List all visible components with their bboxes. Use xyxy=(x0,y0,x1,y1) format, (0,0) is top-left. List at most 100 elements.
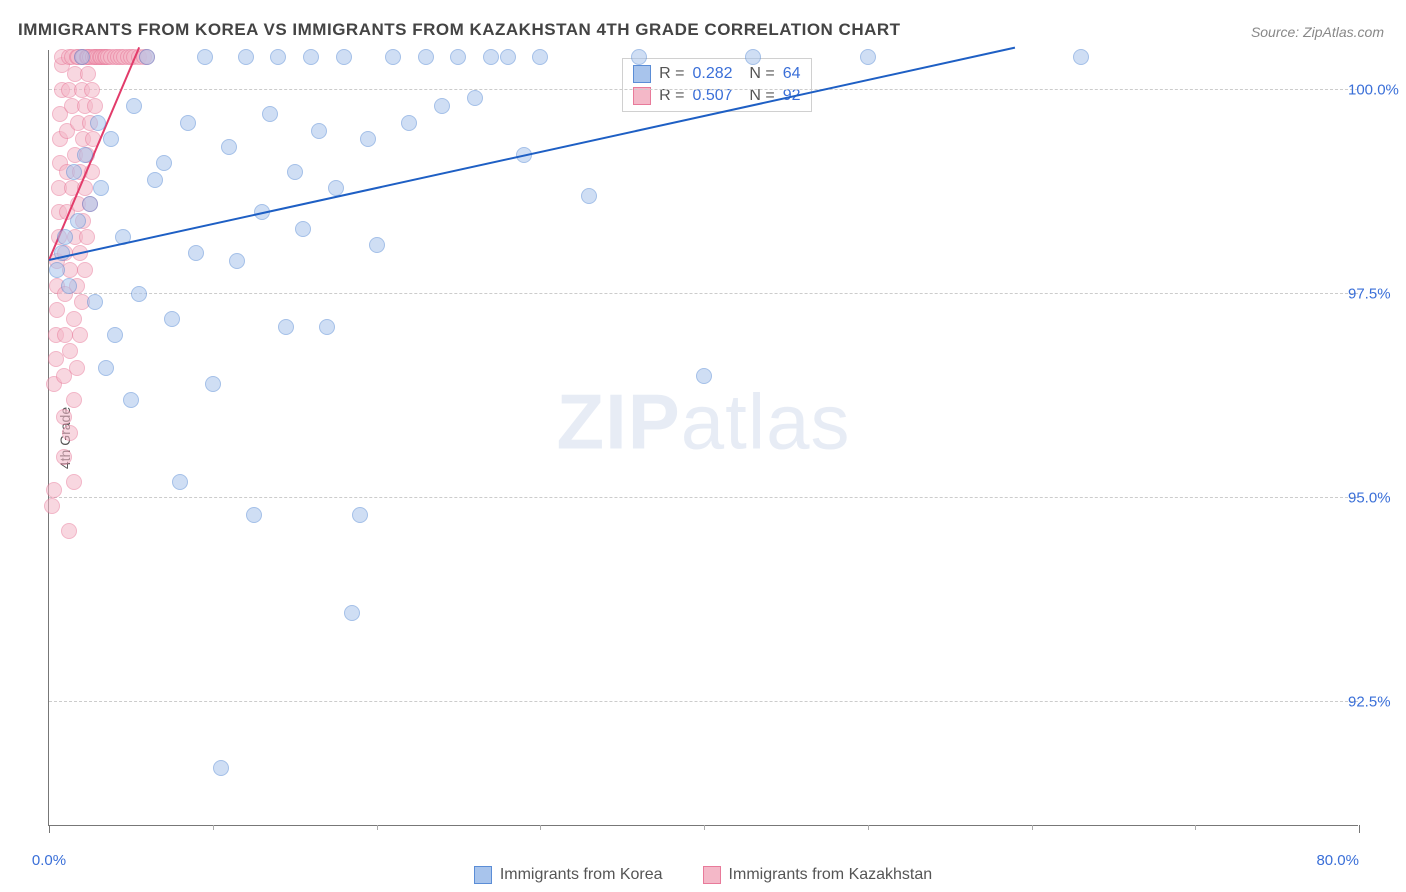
scatter-point xyxy=(287,164,303,180)
x-minor-tick xyxy=(1032,825,1033,830)
legend-item: Immigrants from Korea xyxy=(474,866,663,884)
legend-swatch xyxy=(703,866,721,884)
scatter-point xyxy=(434,98,450,114)
scatter-point xyxy=(319,319,335,335)
scatter-point xyxy=(278,319,294,335)
scatter-point xyxy=(352,507,368,523)
watermark-atlas: atlas xyxy=(681,378,851,466)
scatter-point xyxy=(123,392,139,408)
scatter-point xyxy=(87,98,103,114)
scatter-point xyxy=(221,139,237,155)
x-minor-tick xyxy=(868,825,869,830)
y-tick-label: 100.0% xyxy=(1348,81,1406,98)
scatter-point xyxy=(147,172,163,188)
scatter-point xyxy=(98,360,114,376)
scatter-point xyxy=(172,474,188,490)
scatter-point xyxy=(418,49,434,65)
scatter-point xyxy=(69,360,85,376)
scatter-point xyxy=(56,449,72,465)
scatter-point xyxy=(66,474,82,490)
scatter-point xyxy=(66,392,82,408)
chart-title: IMMIGRANTS FROM KOREA VS IMMIGRANTS FROM… xyxy=(18,20,901,40)
scatter-point xyxy=(49,302,65,318)
scatter-point xyxy=(860,49,876,65)
legend-series: Immigrants from Korea Immigrants from Kaz… xyxy=(0,866,1406,884)
y-tick-label: 92.5% xyxy=(1348,694,1406,711)
scatter-point xyxy=(213,760,229,776)
scatter-point xyxy=(696,368,712,384)
scatter-point xyxy=(131,286,147,302)
scatter-point xyxy=(77,147,93,163)
scatter-point xyxy=(295,221,311,237)
legend-label: Immigrants from Korea xyxy=(500,866,663,884)
scatter-point xyxy=(44,498,60,514)
gridline xyxy=(49,293,1358,294)
scatter-point xyxy=(450,49,466,65)
scatter-point xyxy=(229,253,245,269)
legend-r-label: R = xyxy=(659,65,684,83)
scatter-point xyxy=(49,262,65,278)
scatter-point xyxy=(483,49,499,65)
x-tick xyxy=(49,825,50,833)
legend-correlation: R = 0.282 N = 64R = 0.507 N = 92 xyxy=(622,58,811,112)
scatter-point xyxy=(180,115,196,131)
scatter-point xyxy=(79,229,95,245)
scatter-point xyxy=(360,131,376,147)
legend-swatch xyxy=(633,87,651,105)
source-label: Source: ZipAtlas.com xyxy=(1251,24,1384,40)
scatter-point xyxy=(156,155,172,171)
scatter-point xyxy=(139,49,155,65)
scatter-point xyxy=(62,425,78,441)
scatter-point xyxy=(205,376,221,392)
scatter-point xyxy=(93,180,109,196)
watermark-zip: ZIP xyxy=(556,378,680,466)
x-tick xyxy=(1359,825,1360,833)
scatter-point xyxy=(401,115,417,131)
watermark: ZIPatlas xyxy=(556,377,850,468)
scatter-point xyxy=(164,311,180,327)
scatter-point xyxy=(270,49,286,65)
scatter-point xyxy=(57,327,73,343)
legend-n-value: 64 xyxy=(783,65,801,83)
scatter-point xyxy=(581,188,597,204)
legend-row: R = 0.282 N = 64 xyxy=(633,63,800,85)
scatter-point xyxy=(72,327,88,343)
y-tick-label: 97.5% xyxy=(1348,286,1406,303)
scatter-point xyxy=(66,311,82,327)
x-minor-tick xyxy=(377,825,378,830)
legend-item: Immigrants from Kazakhstan xyxy=(703,866,933,884)
scatter-point xyxy=(369,237,385,253)
x-minor-tick xyxy=(540,825,541,830)
scatter-point xyxy=(188,245,204,261)
gridline xyxy=(49,89,1358,90)
scatter-point xyxy=(126,98,142,114)
scatter-point xyxy=(56,409,72,425)
scatter-point xyxy=(328,180,344,196)
scatter-point xyxy=(103,131,119,147)
plot-area: 4th Grade ZIPatlas R = 0.282 N = 64R = 0… xyxy=(48,50,1358,826)
legend-swatch xyxy=(633,65,651,83)
scatter-point xyxy=(303,49,319,65)
scatter-point xyxy=(467,90,483,106)
gridline xyxy=(49,701,1358,702)
legend-swatch xyxy=(474,866,492,884)
scatter-point xyxy=(61,523,77,539)
trend-line xyxy=(49,47,1016,261)
scatter-point xyxy=(48,351,64,367)
legend-r-value: 0.507 xyxy=(692,87,732,105)
x-minor-tick xyxy=(704,825,705,830)
scatter-point xyxy=(77,262,93,278)
x-minor-tick xyxy=(213,825,214,830)
scatter-point xyxy=(66,164,82,180)
x-minor-tick xyxy=(1195,825,1196,830)
scatter-point xyxy=(74,49,90,65)
scatter-point xyxy=(87,294,103,310)
scatter-point xyxy=(238,49,254,65)
legend-n-label: N = xyxy=(741,65,775,83)
scatter-point xyxy=(57,229,73,245)
scatter-point xyxy=(631,49,647,65)
legend-r-value: 0.282 xyxy=(692,65,732,83)
scatter-point xyxy=(84,82,100,98)
scatter-point xyxy=(262,106,278,122)
scatter-point xyxy=(82,196,98,212)
